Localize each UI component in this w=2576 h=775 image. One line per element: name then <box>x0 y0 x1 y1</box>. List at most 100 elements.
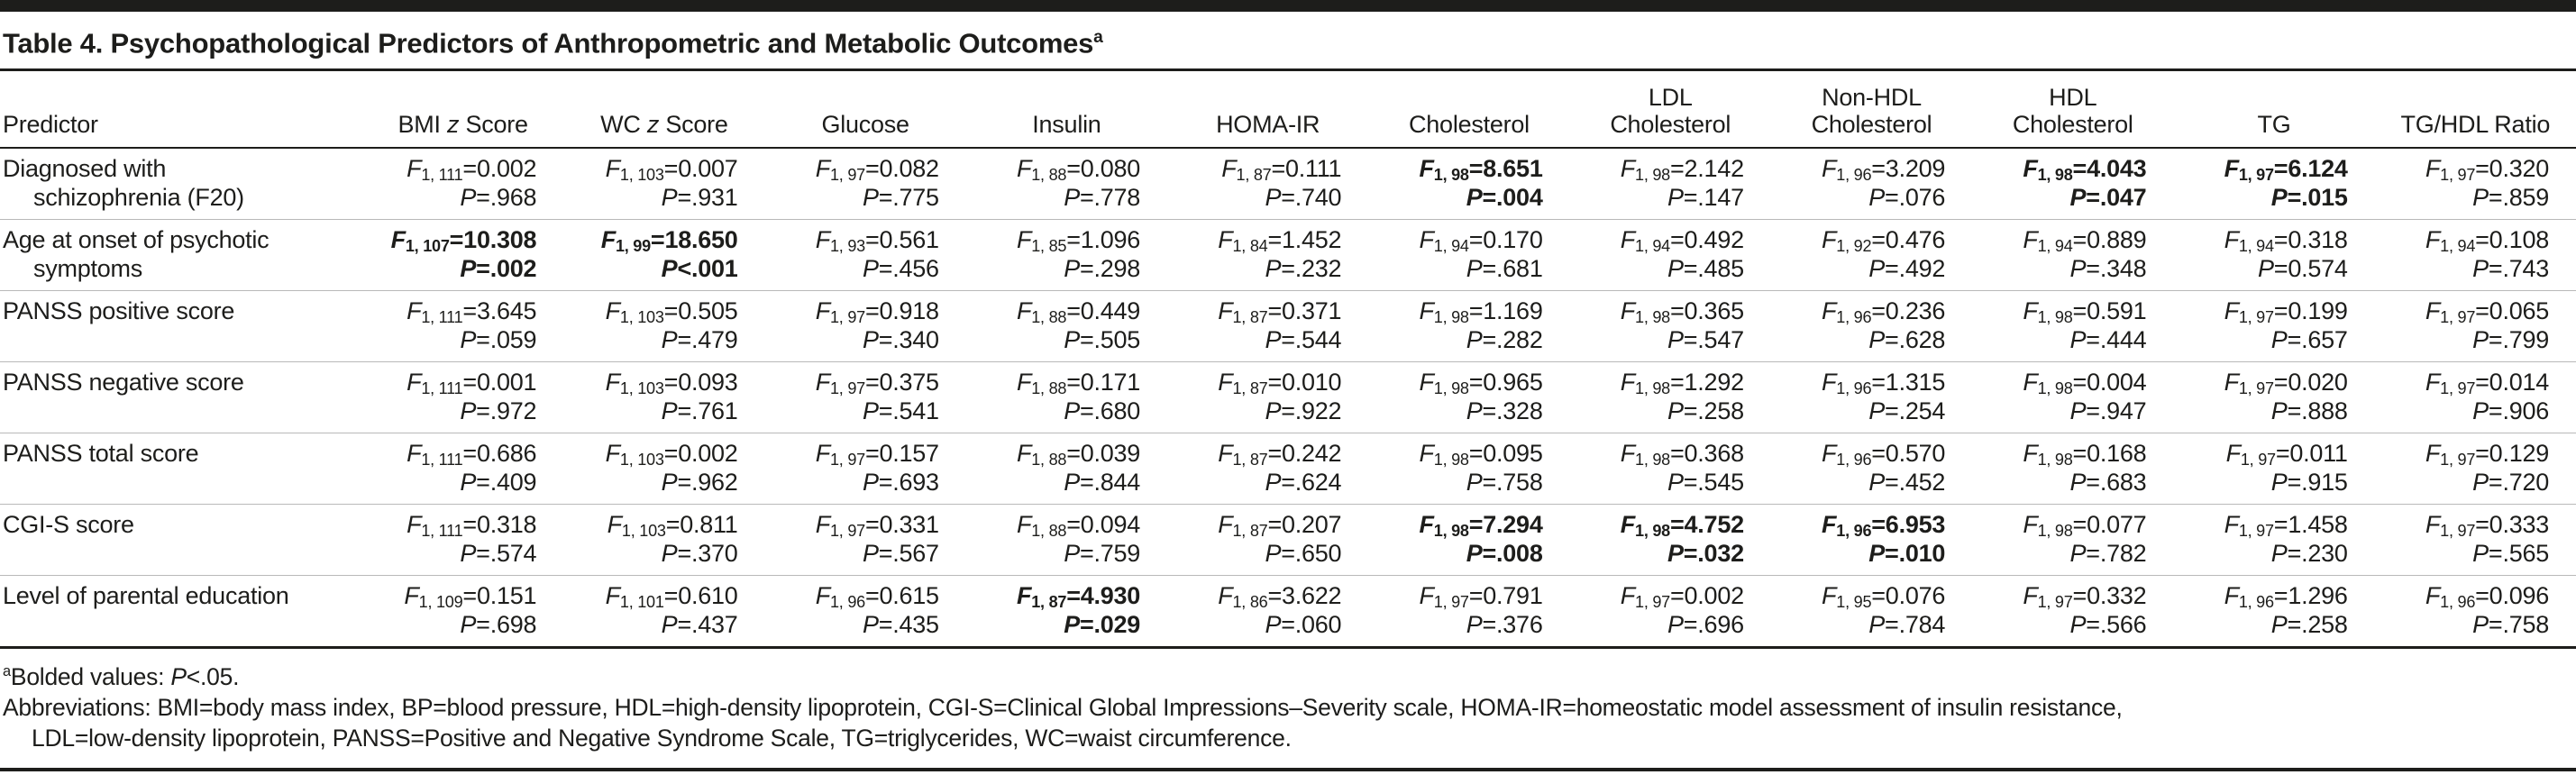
p-statistic: P=.008 <box>1369 539 1543 568</box>
p-value: .076 <box>1898 184 1946 212</box>
footnote-text: Bolded values: <box>10 663 171 691</box>
degrees-of-freedom: 1, 97 <box>829 522 865 541</box>
f-symbol: F <box>815 369 831 397</box>
p-statistic: P=.681 <box>1369 254 1543 283</box>
stat-cell-age-onset-glucose: F1, 93=0.561 P=.456 <box>764 219 966 292</box>
degrees-of-freedom: 1, 87 <box>1232 379 1268 398</box>
p-symbol: P <box>1667 540 1684 568</box>
equals-sign: = <box>1468 511 1484 539</box>
stat-cell-panss-total-glucose: F1, 97=0.157 P=.693 <box>764 433 966 506</box>
f-value: 0.242 <box>1282 440 1342 468</box>
p-statistic: P=.047 <box>1973 183 2147 212</box>
f-statistic: F1, 97=0.331 <box>766 510 939 539</box>
p-value: .657 <box>2301 326 2348 354</box>
predictor-text: Diagnosed with <box>3 155 167 183</box>
p-statistic: P=.015 <box>2174 183 2348 212</box>
p-value: .566 <box>2099 611 2147 639</box>
degrees-of-freedom: 1, 96 <box>2440 593 2476 612</box>
degrees-of-freedom: 1, 98 <box>1433 308 1469 327</box>
p-value: .782 <box>2099 540 2147 568</box>
degrees-of-freedom: 1, 98 <box>1433 522 1469 541</box>
p-statistic: P=0.574 <box>2174 254 2348 283</box>
p-value: .775 <box>892 184 939 212</box>
table-row-panss-negative: PANSS negative score F1, 111=0.001 P=.972 F… <box>0 361 2576 434</box>
p-statistic: P=.915 <box>2174 468 2348 497</box>
p-symbol: P <box>1868 255 1886 283</box>
f-statistic: F1, 103=0.007 <box>564 154 738 183</box>
equals-sign: = <box>1871 511 1886 539</box>
stat-cell-panss-total-wc-z: F1, 103=0.002 P=.962 <box>563 433 765 506</box>
degrees-of-freedom: 1, 103 <box>619 308 664 327</box>
p-value: .147 <box>1697 184 1744 212</box>
p-value: .784 <box>1898 611 1946 639</box>
p-value: .931 <box>690 184 738 212</box>
equals-sign: = <box>2273 369 2288 397</box>
p-statistic: P=.541 <box>766 397 939 425</box>
p-relation: = <box>1683 255 1698 283</box>
stat-cell-parental-education-glucose: F1, 96=0.615 P=.435 <box>764 575 966 650</box>
p-value: .232 <box>1294 255 1342 283</box>
p-value: .258 <box>1697 397 1744 425</box>
stat-cell-parental-education-tg: F1, 96=1.296 P=.258 <box>2173 575 2375 650</box>
p-statistic: P=.799 <box>2376 325 2549 354</box>
p-statistic: P=.859 <box>2376 183 2549 212</box>
p-symbol: P <box>1466 326 1483 354</box>
p-symbol: P <box>2069 469 2087 497</box>
f-symbol: F <box>2425 582 2441 610</box>
p-statistic: P=.444 <box>1973 325 2147 354</box>
f-value: 0.002 <box>476 155 537 183</box>
f-symbol: F <box>1822 582 1837 610</box>
p-symbol: P <box>661 184 678 212</box>
f-value: 0.318 <box>2288 226 2348 254</box>
f-value: 0.476 <box>1885 226 1946 254</box>
equals-sign: = <box>2475 511 2489 539</box>
p-statistic: P=.962 <box>564 468 738 497</box>
f-statistic: F1, 97=0.791 <box>1369 581 1543 610</box>
f-statistic: F1, 97=0.014 <box>2376 368 2549 397</box>
p-value: .328 <box>1496 397 1543 425</box>
p-statistic: P=.544 <box>1168 325 1341 354</box>
f-statistic: F1, 96=3.209 <box>1772 154 1945 183</box>
p-statistic: P=.060 <box>1168 610 1341 639</box>
f-symbol: F <box>815 582 831 610</box>
p-value: .004 <box>1496 184 1543 212</box>
p-symbol: P <box>661 255 678 283</box>
p-statistic: P=.888 <box>2174 397 2348 425</box>
f-symbol: F <box>2224 155 2240 183</box>
equals-sign: = <box>864 155 880 183</box>
degrees-of-freedom: 1, 98 <box>1635 308 1670 327</box>
f-symbol: F <box>2023 582 2038 610</box>
degrees-of-freedom: 1, 97 <box>2238 308 2274 327</box>
f-symbol: F <box>2023 511 2038 539</box>
p-statistic: P=.059 <box>363 325 536 354</box>
p-symbol: P <box>2472 184 2489 212</box>
f-statistic: F1, 88=0.171 <box>967 368 1140 397</box>
equals-sign: = <box>462 369 477 397</box>
f-statistic: F1, 95=0.076 <box>1772 581 1945 610</box>
f-value: 0.171 <box>1080 369 1141 397</box>
degrees-of-freedom: 1, 98 <box>1433 379 1469 398</box>
f-statistic: F1, 96=0.236 <box>1772 296 1945 325</box>
degrees-of-freedom: 1, 87 <box>1236 166 1272 185</box>
header-text: Score <box>459 111 528 139</box>
equals-sign: = <box>1066 226 1081 254</box>
p-symbol: P <box>1466 469 1483 497</box>
p-relation: = <box>2086 255 2100 283</box>
stat-cell-panss-total-insulin: F1, 88=0.039 P=.844 <box>965 433 1168 506</box>
degrees-of-freedom: 1, 87 <box>1232 522 1268 541</box>
italic-z: z <box>446 111 460 139</box>
p-symbol: P <box>661 540 678 568</box>
f-symbol: F <box>2023 369 2038 397</box>
p-relation: = <box>2287 326 2302 354</box>
f-value: 0.591 <box>2087 297 2147 325</box>
f-statistic: F1, 97=0.333 <box>2376 510 2549 539</box>
degrees-of-freedom: 1, 88 <box>1031 522 1067 541</box>
f-statistic: F1, 103=0.811 <box>564 510 738 539</box>
f-value: 0.111 <box>1285 155 1342 183</box>
degrees-of-freedom: 1, 97 <box>2440 451 2476 470</box>
stat-cell-cgi-s-non-hdl: F1, 96=6.953 P=.010 <box>1770 504 1973 577</box>
stat-cell-panss-positive-wc-z: F1, 103=0.505 P=.479 <box>563 290 765 363</box>
degrees-of-freedom: 1, 94 <box>2037 237 2073 256</box>
f-value: 0.002 <box>1684 582 1745 610</box>
equals-sign: = <box>2475 369 2489 397</box>
